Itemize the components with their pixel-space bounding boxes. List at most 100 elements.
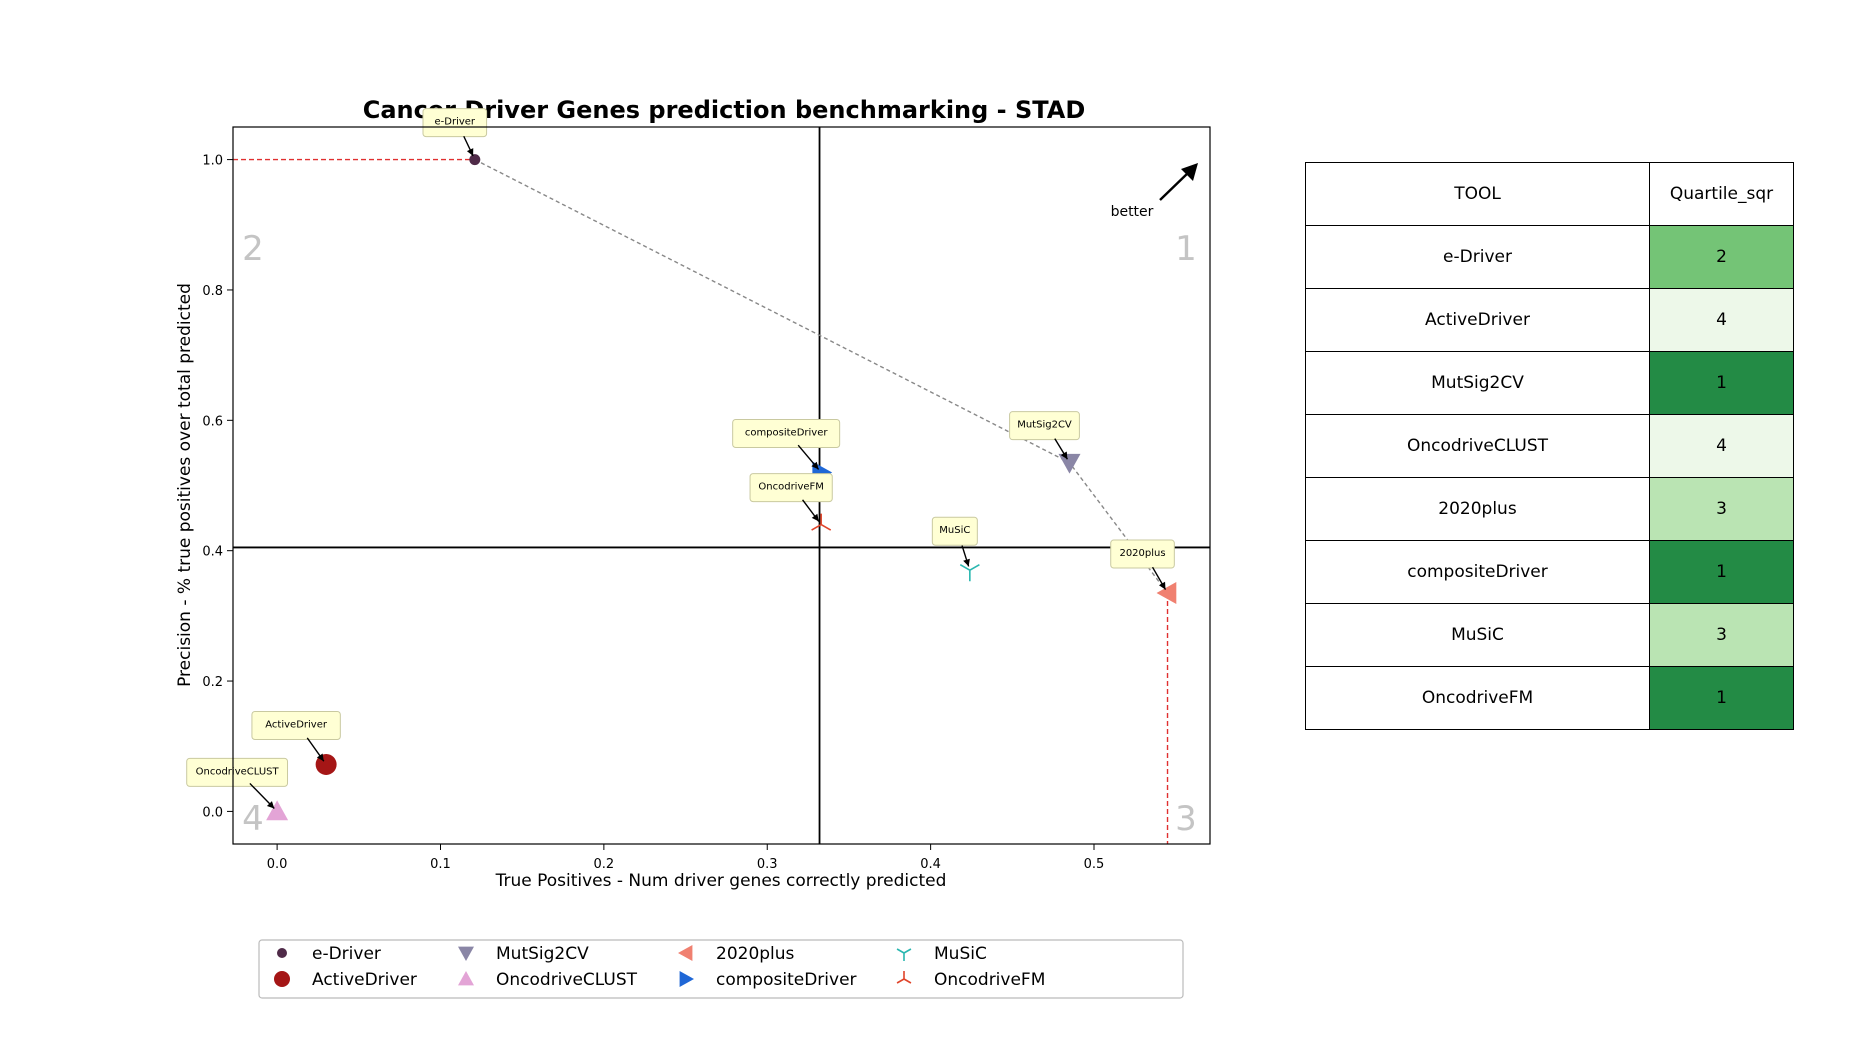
annotation-arrowhead-OncodriveCLUST: [266, 801, 275, 809]
legend-marker-MuSiC: [896, 948, 912, 961]
table-row: MutSig2CV 1: [1305, 351, 1794, 415]
annotation-arrowhead-e-Driver: [466, 148, 474, 156]
marker-e-Driver: [469, 154, 481, 166]
x-tick-label-0.3: 0.3: [757, 857, 778, 872]
quadrant-label-3: 3: [1175, 799, 1197, 839]
legend-marker-ActiveDriver: [274, 971, 290, 987]
table-row: e-Driver 2: [1305, 225, 1794, 289]
quadrant-lines: [233, 127, 1210, 844]
table-header-tool: TOOL: [1305, 162, 1650, 226]
x-axis-label: True Positives - Num driver genes correc…: [495, 871, 947, 891]
x-tick-label-0.1: 0.1: [430, 857, 451, 872]
marker-MuSiC: [959, 564, 980, 582]
table-cell-quartile: 1: [1649, 666, 1794, 730]
legend-label-OncodriveFM: OncodriveFM: [934, 970, 1045, 990]
table-cell-quartile: 1: [1649, 351, 1794, 415]
legend-label-compositeDriver: compositeDriver: [716, 970, 857, 990]
legend-item-compositeDriver: compositeDriver: [679, 970, 857, 990]
annotation-label-ActiveDriver: ActiveDriver: [265, 719, 328, 730]
marker-OncodriveFM: [811, 513, 832, 531]
quadrant-label-2: 2: [242, 229, 264, 269]
table-cell-quartile: 2: [1649, 225, 1794, 289]
better-indicator: better: [1111, 163, 1198, 220]
annotation-label-MuSiC: MuSiC: [939, 525, 970, 536]
x-tick-label-0.0: 0.0: [267, 857, 288, 872]
table-row: MuSiC 3: [1305, 603, 1794, 667]
table-cell-tool: OncodriveCLUST: [1305, 414, 1650, 478]
annotation-MutSig2CV: MutSig2CV: [1009, 411, 1080, 460]
table-cell-tool: e-Driver: [1305, 225, 1650, 289]
x-tick-label-0.4: 0.4: [920, 857, 941, 872]
y-axis-label: Precision - % true positives over total …: [175, 283, 195, 687]
legend-label-MutSig2CV: MutSig2CV: [496, 944, 589, 964]
annotation-box-e-Driver: [422, 108, 488, 138]
legend-item-MutSig2CV: MutSig2CV: [458, 944, 589, 964]
x-tick-label-0.5: 0.5: [1084, 857, 1105, 872]
annotation-box-compositeDriver: [732, 418, 841, 448]
table-cell-quartile: 3: [1649, 477, 1794, 541]
table-cell-tool: compositeDriver: [1305, 540, 1650, 604]
table-row: OncodriveCLUST 4: [1305, 414, 1794, 478]
table-cell-tool: MutSig2CV: [1305, 351, 1650, 415]
annotation-label-compositeDriver: compositeDriver: [745, 427, 829, 438]
better-arrowhead: [1181, 163, 1198, 181]
annotation-e-Driver: e-Driver: [422, 108, 488, 157]
annotation-OncodriveFM: OncodriveFM: [749, 473, 833, 522]
annotation-MuSiC: MuSiC: [931, 516, 978, 567]
table-cell-quartile: 3: [1649, 603, 1794, 667]
annotation-arrowhead-ActiveDriver: [316, 753, 324, 762]
annotation-arrowhead-MuSiC: [963, 558, 970, 567]
legend-marker-MutSig2CV: [458, 946, 474, 961]
table-header-quartile: Quartile_sqr: [1649, 162, 1794, 226]
legend-label-MuSiC: MuSiC: [934, 944, 987, 964]
table-cell-quartile: 4: [1649, 288, 1794, 352]
annotation-arrowhead-OncodriveFM: [811, 513, 819, 522]
legend: e-Driver ActiveDriver MutSig2CV OncodriveCL…: [258, 939, 1184, 999]
marker-OncodriveCLUST: [266, 800, 289, 821]
data-points: [266, 154, 1177, 821]
y-tick-label-0.0: 0.0: [202, 805, 223, 820]
better-label: better: [1111, 204, 1154, 220]
legend-marker-OncodriveFM: [896, 971, 912, 984]
legend-label-ActiveDriver: ActiveDriver: [312, 970, 417, 990]
table-cell-tool: MuSiC: [1305, 603, 1650, 667]
table-row: 2020plus 3: [1305, 477, 1794, 541]
legend-item-OncodriveCLUST: OncodriveCLUST: [458, 970, 638, 990]
quadrant-label-1: 1: [1175, 229, 1197, 269]
y-tick-label-0.2: 0.2: [202, 675, 223, 690]
marker-MutSig2CV: [1058, 453, 1081, 474]
quadrant-labels: 1 2 3 4: [242, 229, 1197, 839]
legend-label-e-Driver: e-Driver: [312, 944, 381, 964]
table-row: compositeDriver 1: [1305, 540, 1794, 604]
annotation-box-2020plus: [1110, 539, 1175, 569]
plot-frame: [232, 126, 1211, 845]
annotation-2020plus: 2020plus: [1110, 539, 1175, 590]
annotation-box-MuSiC: [931, 516, 978, 546]
annotation-label-2020plus: 2020plus: [1119, 548, 1165, 559]
legend-marker-OncodriveCLUST: [458, 971, 474, 986]
y-tick-label-0.6: 0.6: [202, 414, 223, 429]
table-row: ActiveDriver 4: [1305, 288, 1794, 352]
annotation-label-OncodriveFM: OncodriveFM: [758, 482, 824, 493]
annotation-arrowhead-compositeDriver: [811, 461, 819, 470]
y-tick-label-0.4: 0.4: [202, 545, 223, 560]
y-tick-label-0.8: 0.8: [202, 284, 223, 299]
annotation-label-OncodriveCLUST: OncodriveCLUST: [196, 766, 280, 777]
legend-marker-2020plus: [678, 945, 693, 961]
legend-item-ActiveDriver: ActiveDriver: [274, 970, 417, 990]
legend-marker-e-Driver: [277, 948, 287, 958]
legend-item-e-Driver: e-Driver: [277, 944, 381, 964]
annotation-arrowhead-2020plus: [1158, 581, 1166, 590]
table-cell-quartile: 1: [1649, 540, 1794, 604]
y-axis-ticks: 0.0 0.2 0.4 0.6 0.8 1.0: [202, 154, 233, 820]
y-tick-label-1.0: 1.0: [202, 154, 223, 169]
pareto-line: [474, 158, 1169, 594]
legend-label-2020plus: 2020plus: [716, 944, 795, 964]
x-axis-ticks: 0.0 0.1 0.2 0.3 0.4 0.5: [267, 844, 1105, 872]
annotation-OncodriveCLUST: OncodriveCLUST: [186, 757, 289, 810]
annotation-label-MutSig2CV: MutSig2CV: [1017, 420, 1072, 431]
table-row: OncodriveFM 1: [1305, 666, 1794, 730]
legend-item-MuSiC: MuSiC: [896, 944, 987, 964]
quadrant-label-4: 4: [242, 799, 264, 839]
